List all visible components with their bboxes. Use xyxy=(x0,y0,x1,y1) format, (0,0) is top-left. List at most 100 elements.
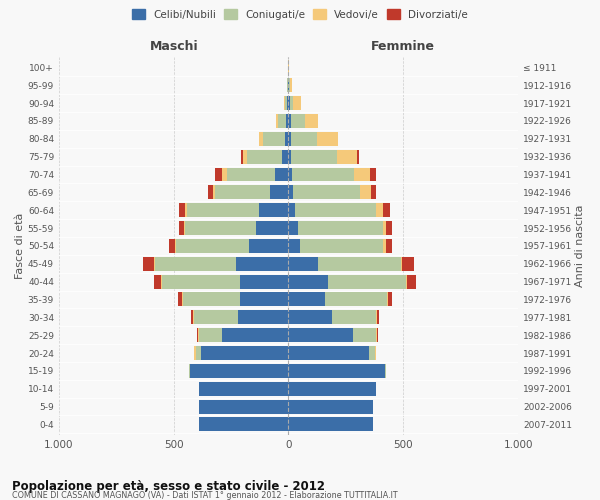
Bar xyxy=(289,114,291,128)
Bar xyxy=(386,221,392,235)
Bar xyxy=(281,150,289,164)
Bar xyxy=(289,310,332,324)
Bar xyxy=(388,292,392,306)
Bar xyxy=(182,292,183,306)
Bar xyxy=(191,310,193,324)
Bar xyxy=(215,168,222,181)
Bar xyxy=(199,328,222,342)
Bar xyxy=(295,203,376,217)
Bar xyxy=(185,203,187,217)
Bar xyxy=(194,346,196,360)
Bar xyxy=(263,132,285,145)
Text: Popolazione per età, sesso e stato civile - 2012: Popolazione per età, sesso e stato civil… xyxy=(12,480,325,493)
Bar xyxy=(300,239,383,253)
Bar xyxy=(290,96,293,110)
Bar xyxy=(285,132,289,145)
Bar xyxy=(240,292,289,306)
Bar xyxy=(183,292,240,306)
Bar xyxy=(276,114,278,128)
Bar xyxy=(185,221,256,235)
Bar xyxy=(178,292,182,306)
Bar xyxy=(227,168,275,181)
Bar xyxy=(289,132,291,145)
Bar xyxy=(354,168,370,181)
Bar xyxy=(289,418,373,432)
Bar xyxy=(298,221,383,235)
Bar xyxy=(377,328,378,342)
Bar xyxy=(328,274,406,288)
Bar xyxy=(291,132,317,145)
Bar xyxy=(319,257,401,270)
Bar xyxy=(289,328,353,342)
Bar xyxy=(291,150,337,164)
Bar xyxy=(353,328,376,342)
Bar xyxy=(188,364,190,378)
Bar xyxy=(374,346,376,360)
Bar xyxy=(199,418,289,432)
Bar xyxy=(401,257,402,270)
Bar xyxy=(240,274,289,288)
Bar xyxy=(241,150,242,164)
Bar xyxy=(162,274,240,288)
Bar xyxy=(289,257,319,270)
Bar xyxy=(383,221,386,235)
Bar xyxy=(222,328,289,342)
Bar xyxy=(291,114,305,128)
Bar xyxy=(179,203,185,217)
Bar xyxy=(208,186,213,200)
Bar xyxy=(154,257,155,270)
Bar xyxy=(143,257,154,270)
Bar xyxy=(377,310,379,324)
Bar xyxy=(287,78,288,92)
Bar xyxy=(289,168,292,181)
Bar xyxy=(376,310,377,324)
Bar xyxy=(289,292,325,306)
Bar xyxy=(236,257,289,270)
Bar xyxy=(293,96,301,110)
Bar xyxy=(161,274,162,288)
Bar xyxy=(385,364,386,378)
Bar xyxy=(337,150,358,164)
Bar xyxy=(197,328,198,342)
Bar xyxy=(247,150,281,164)
Bar xyxy=(383,239,386,253)
Bar xyxy=(193,310,194,324)
Bar xyxy=(369,346,374,360)
Bar xyxy=(287,96,289,110)
Bar xyxy=(289,382,376,396)
Bar xyxy=(259,203,289,217)
Bar xyxy=(289,203,295,217)
Bar xyxy=(259,132,263,145)
Bar xyxy=(201,346,289,360)
Bar xyxy=(289,239,300,253)
Bar xyxy=(194,310,238,324)
Bar xyxy=(215,186,270,200)
Bar xyxy=(154,274,161,288)
Bar xyxy=(250,239,289,253)
Legend: Celibi/Nubili, Coniugati/e, Vedovi/e, Divorziati/e: Celibi/Nubili, Coniugati/e, Vedovi/e, Di… xyxy=(128,5,472,24)
Bar xyxy=(256,221,289,235)
Bar xyxy=(155,257,236,270)
Text: COMUNE DI CASSANO MAGNAGO (VA) - Dati ISTAT 1° gennaio 2012 - Elaborazione TUTTI: COMUNE DI CASSANO MAGNAGO (VA) - Dati IS… xyxy=(12,491,398,500)
Bar xyxy=(407,274,416,288)
Bar xyxy=(176,239,250,253)
Bar xyxy=(199,382,289,396)
Bar xyxy=(376,203,383,217)
Y-axis label: Anni di nascita: Anni di nascita xyxy=(575,204,585,287)
Text: Maschi: Maschi xyxy=(149,40,198,53)
Bar xyxy=(169,239,175,253)
Bar xyxy=(289,96,290,110)
Bar xyxy=(386,239,392,253)
Bar xyxy=(275,168,289,181)
Bar xyxy=(402,257,413,270)
Bar xyxy=(387,292,388,306)
Bar xyxy=(187,203,259,217)
Bar xyxy=(406,274,407,288)
Bar xyxy=(190,364,289,378)
Bar xyxy=(179,221,184,235)
Bar xyxy=(198,328,199,342)
Bar xyxy=(242,150,247,164)
Bar xyxy=(290,78,292,92)
Bar xyxy=(289,78,290,92)
Bar xyxy=(305,114,319,128)
